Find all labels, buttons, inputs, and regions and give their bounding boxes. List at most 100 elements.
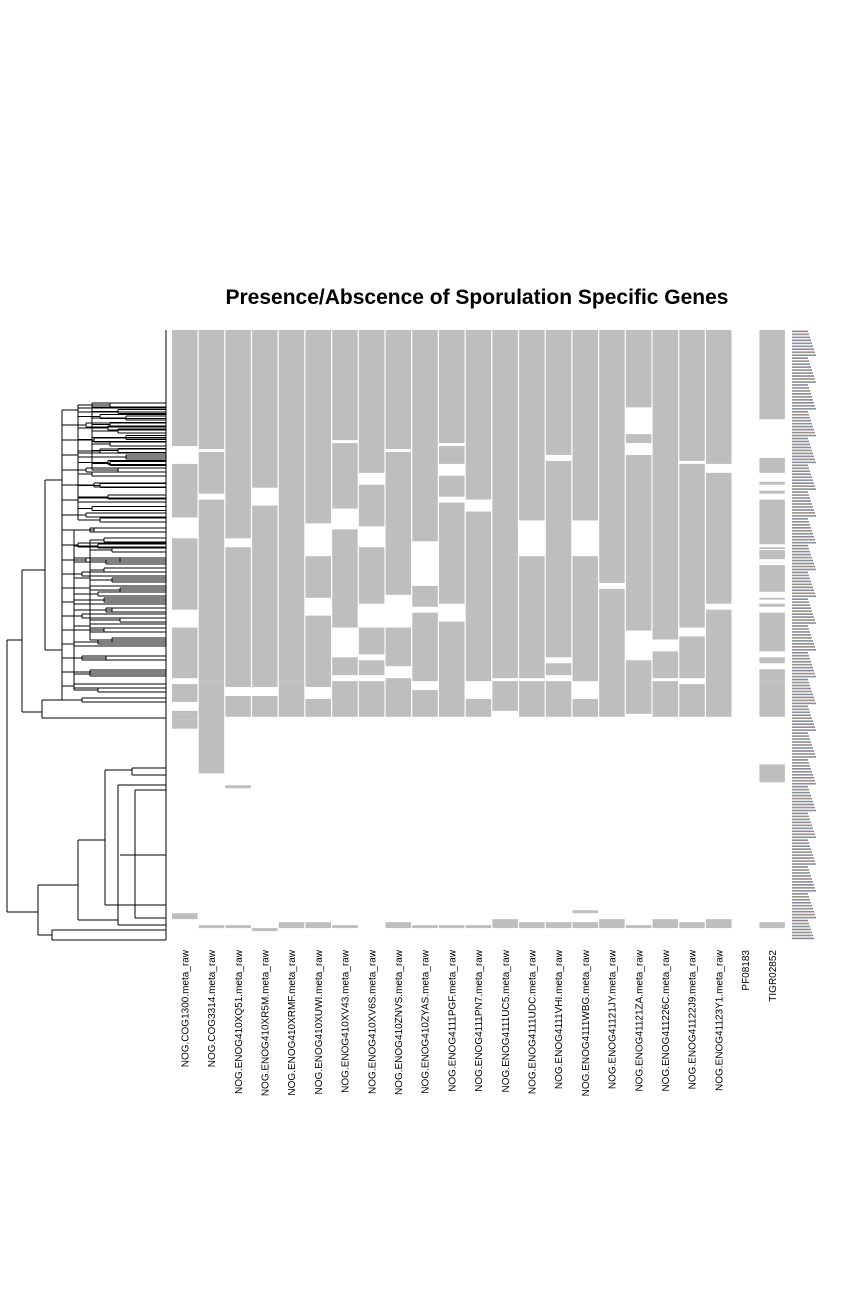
row-label-mark-198 xyxy=(792,919,808,922)
row-label-mark-4 xyxy=(792,342,812,345)
row-label-mark-128 xyxy=(792,711,810,714)
row-label-mark-189 xyxy=(792,892,808,895)
row-label-mark-51 xyxy=(792,482,814,484)
row-label-mark-97 xyxy=(792,619,815,621)
row-label-mark-130 xyxy=(792,717,812,720)
heatmap-cell-col-13-run-3 xyxy=(519,922,545,929)
row-label-mark-178 xyxy=(792,860,815,862)
row-label-mark-185 xyxy=(792,881,813,883)
row-label-mark-96 xyxy=(792,616,814,618)
heatmap-cell-col-9-run-0 xyxy=(412,330,438,542)
row-label-mark-200 xyxy=(792,925,810,928)
heatmap-cell-col-19-run-4 xyxy=(679,922,705,929)
row-label-mark-99 xyxy=(792,625,808,627)
column-label: NOG.COG3314.meta_raw xyxy=(207,949,218,1067)
column-label: NOG.ENOG4111WBG.meta_raw xyxy=(581,949,592,1096)
heatmap-cell-col-22-run-11 xyxy=(759,657,785,664)
row-label-mark-149 xyxy=(792,773,813,776)
row-label-mark-16 xyxy=(792,378,815,380)
heatmap-cell-col-17-run-0 xyxy=(625,330,652,408)
heatmap-cell-col-5-run-4 xyxy=(305,922,331,929)
heatmap-cell-col-8-run-3 xyxy=(385,678,412,717)
row-label-mark-141 xyxy=(792,750,814,752)
row-label-mark-139 xyxy=(792,744,812,746)
heatmap-cell-col-4-run-1 xyxy=(278,681,305,717)
heatmap-cell-col-22-run-1 xyxy=(759,457,785,473)
heatmap-cell-col-9-run-4 xyxy=(412,925,438,929)
row-label-mark-135 xyxy=(792,732,808,734)
row-label-mark-175 xyxy=(792,851,812,853)
row-label-mark-111 xyxy=(792,660,811,663)
row-label-mark-54 xyxy=(792,491,808,493)
heatmap-grid xyxy=(172,330,785,932)
column-label: NOG.ENOG410XR5M.meta_raw xyxy=(260,949,271,1096)
row-label-mark-186 xyxy=(792,884,814,886)
row-label-mark-172 xyxy=(792,842,809,845)
row-label-mark-33 xyxy=(792,428,814,431)
heatmap-cell-col-3-run-3 xyxy=(252,928,278,932)
heatmap-cell-col-17-run-4 xyxy=(625,925,652,929)
row-label-mark-112 xyxy=(792,663,812,666)
heatmap-cell-col-6-run-3 xyxy=(332,657,358,676)
row-label-mark-61 xyxy=(792,512,815,514)
row-label-mark-151 xyxy=(792,779,815,782)
heatmap-cell-col-22-run-12 xyxy=(759,669,785,682)
row-label-mark-142 xyxy=(792,753,815,755)
row-label-mark-44 xyxy=(792,461,816,464)
row-label-mark-124 xyxy=(792,699,815,702)
heatmap-cell-col-14-run-2 xyxy=(545,663,572,676)
chart-title: Presence/Abscence of Sporulation Specifi… xyxy=(225,286,728,309)
row-label-mark-80 xyxy=(792,568,816,571)
heatmap-cell-col-14-run-4 xyxy=(545,922,572,929)
row-label-mark-65 xyxy=(792,524,810,526)
heatmap-cell-col-22-run-10 xyxy=(759,612,785,652)
heatmap-cell-col-15-run-0 xyxy=(572,330,598,521)
row-label-mark-43 xyxy=(792,458,815,461)
heatmap-cell-col-10-run-5 xyxy=(439,925,465,929)
row-label-mark-64 xyxy=(792,521,809,523)
row-label-mark-3 xyxy=(792,339,811,342)
row-label-mark-113 xyxy=(792,666,813,669)
row-label-mark-85 xyxy=(792,583,812,586)
row-label-mark-36 xyxy=(792,437,808,440)
row-label-mark-71 xyxy=(792,541,816,544)
row-label-mark-143 xyxy=(792,756,816,758)
heatmap-cell-col-22-run-13 xyxy=(759,681,785,717)
heatmap-cell-col-2-run-2 xyxy=(225,696,251,717)
row-label-mark-110 xyxy=(792,657,810,660)
row-label-mark-177 xyxy=(792,857,814,859)
heatmap-cell-col-22-run-7 xyxy=(759,565,785,592)
row-label-mark-75 xyxy=(792,553,811,556)
column-label: NOG.ENOG410XQ51.meta_raw xyxy=(234,949,245,1094)
row-label-mark-122 xyxy=(792,693,813,696)
heatmap-cell-col-17-run-2 xyxy=(625,454,652,631)
row-label-mark-118 xyxy=(792,681,809,684)
heatmap-cell-col-7-run-4 xyxy=(358,660,385,676)
row-label-mark-98 xyxy=(792,622,816,624)
row-label-mark-69 xyxy=(792,535,814,538)
row-label-mark-37 xyxy=(792,440,809,443)
heatmap-cell-col-20-run-1 xyxy=(706,472,732,604)
heatmap-cell-col-19-run-2 xyxy=(679,636,705,679)
heatmap-cell-col-10-run-2 xyxy=(439,475,465,497)
row-label-mark-86 xyxy=(792,586,813,589)
row-label-mark-120 xyxy=(792,687,811,690)
row-label-mark-94 xyxy=(792,610,812,612)
row-label-mark-40 xyxy=(792,449,812,452)
row-label-mark-60 xyxy=(792,509,814,511)
row-label-mark-194 xyxy=(792,907,813,910)
row-label-mark-34 xyxy=(792,431,815,434)
heatmap-cell-col-22-run-3 xyxy=(759,490,785,494)
row-label-mark-192 xyxy=(792,901,811,904)
row-label-mark-150 xyxy=(792,776,814,779)
row-label-mark-83 xyxy=(792,577,810,580)
row-label-mark-77 xyxy=(792,559,813,562)
row-label-mark-28 xyxy=(792,413,809,416)
column-label: PF08183 xyxy=(741,950,752,991)
row-label-mark-22 xyxy=(792,396,812,398)
row-label-mark-169 xyxy=(792,833,815,836)
heatmap-cell-col-22-run-8 xyxy=(759,597,785,600)
column-label: NOG.ENOG410XUWI.meta_raw xyxy=(314,949,325,1094)
row-label-mark-183 xyxy=(792,875,811,877)
heatmap-cell-col-6-run-1 xyxy=(332,443,358,509)
